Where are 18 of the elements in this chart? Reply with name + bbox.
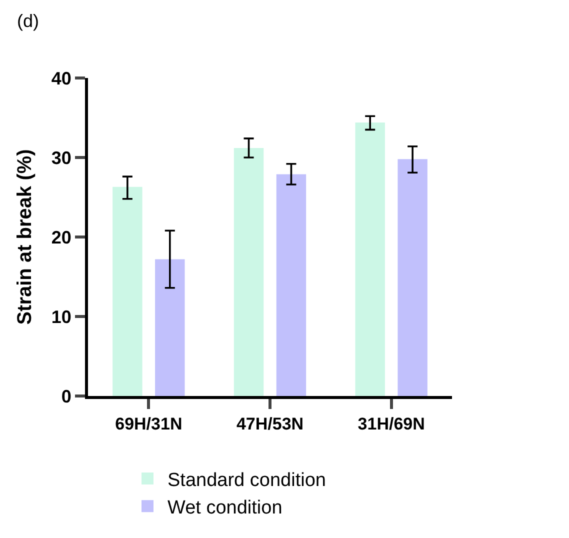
legend-label: Standard condition: [168, 470, 326, 491]
y-tick-label: 30: [51, 148, 72, 168]
bar: [112, 186, 142, 396]
y-tick-label: 40: [51, 68, 72, 88]
bar: [398, 159, 428, 396]
y-tick-label: 20: [51, 227, 72, 248]
bar: [155, 259, 185, 396]
bar: [234, 148, 264, 396]
legend-label: Wet condition: [168, 498, 282, 519]
x-tick-label: 69H/31N: [115, 414, 182, 434]
chart-title: (d): [17, 11, 39, 31]
y-tick-label: 0: [61, 386, 72, 406]
x-tick-label: 47H/53N: [236, 414, 304, 434]
y-axis-title: Strain at break (%): [14, 149, 36, 325]
bar: [355, 122, 385, 396]
y-tick-label: 10: [51, 306, 72, 327]
x-tick-label: 31H/69N: [358, 414, 425, 434]
bar: [276, 174, 306, 396]
